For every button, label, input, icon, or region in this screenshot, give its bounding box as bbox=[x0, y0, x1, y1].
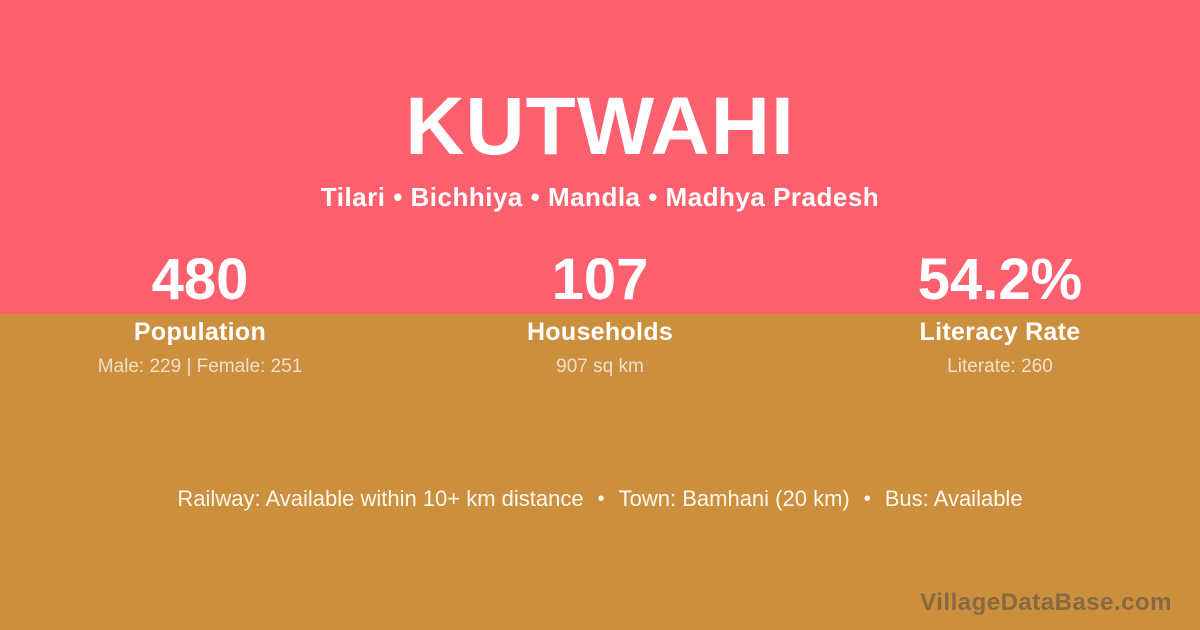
amenities-info-line: Railway: Available within 10+ km distanc… bbox=[0, 486, 1200, 512]
households-detail: 907 sq km bbox=[556, 356, 644, 377]
location-breadcrumb: Tilari • Bichhiya • Mandla • Madhya Prad… bbox=[320, 182, 880, 212]
bullet-separator: • bbox=[863, 488, 871, 510]
literacy-detail: Literate: 260 bbox=[947, 356, 1053, 377]
population-detail: Male: 229 | Female: 251 bbox=[97, 356, 303, 377]
bullet-separator: • bbox=[597, 488, 605, 510]
page-title: KUTWAHI bbox=[405, 81, 795, 172]
railway-info: Railway: Available within 10+ km distanc… bbox=[177, 486, 584, 511]
stat-column-population: 480 Population Male: 229 | Female: 251 bbox=[0, 251, 400, 379]
stat-column-literacy: 54.2% Literacy Rate Literate: 260 bbox=[800, 251, 1200, 379]
households-value: 107 bbox=[551, 247, 649, 312]
population-label: Population bbox=[133, 318, 267, 346]
bus-info: Bus: Available bbox=[884, 486, 1023, 511]
literacy-value: 54.2% bbox=[917, 247, 1083, 312]
population-value: 480 bbox=[151, 247, 249, 312]
top-banner bbox=[0, 0, 1200, 314]
stat-column-households: 107 Households 907 sq km bbox=[400, 251, 800, 379]
watermark: VillageDataBase.com bbox=[920, 589, 1172, 616]
households-label: Households bbox=[526, 318, 674, 346]
stats-row: 480 Population Male: 229 | Female: 251 1… bbox=[0, 251, 1200, 379]
town-info: Town: Bamhani (20 km) bbox=[618, 486, 850, 511]
literacy-label: Literacy Rate bbox=[919, 318, 1081, 346]
